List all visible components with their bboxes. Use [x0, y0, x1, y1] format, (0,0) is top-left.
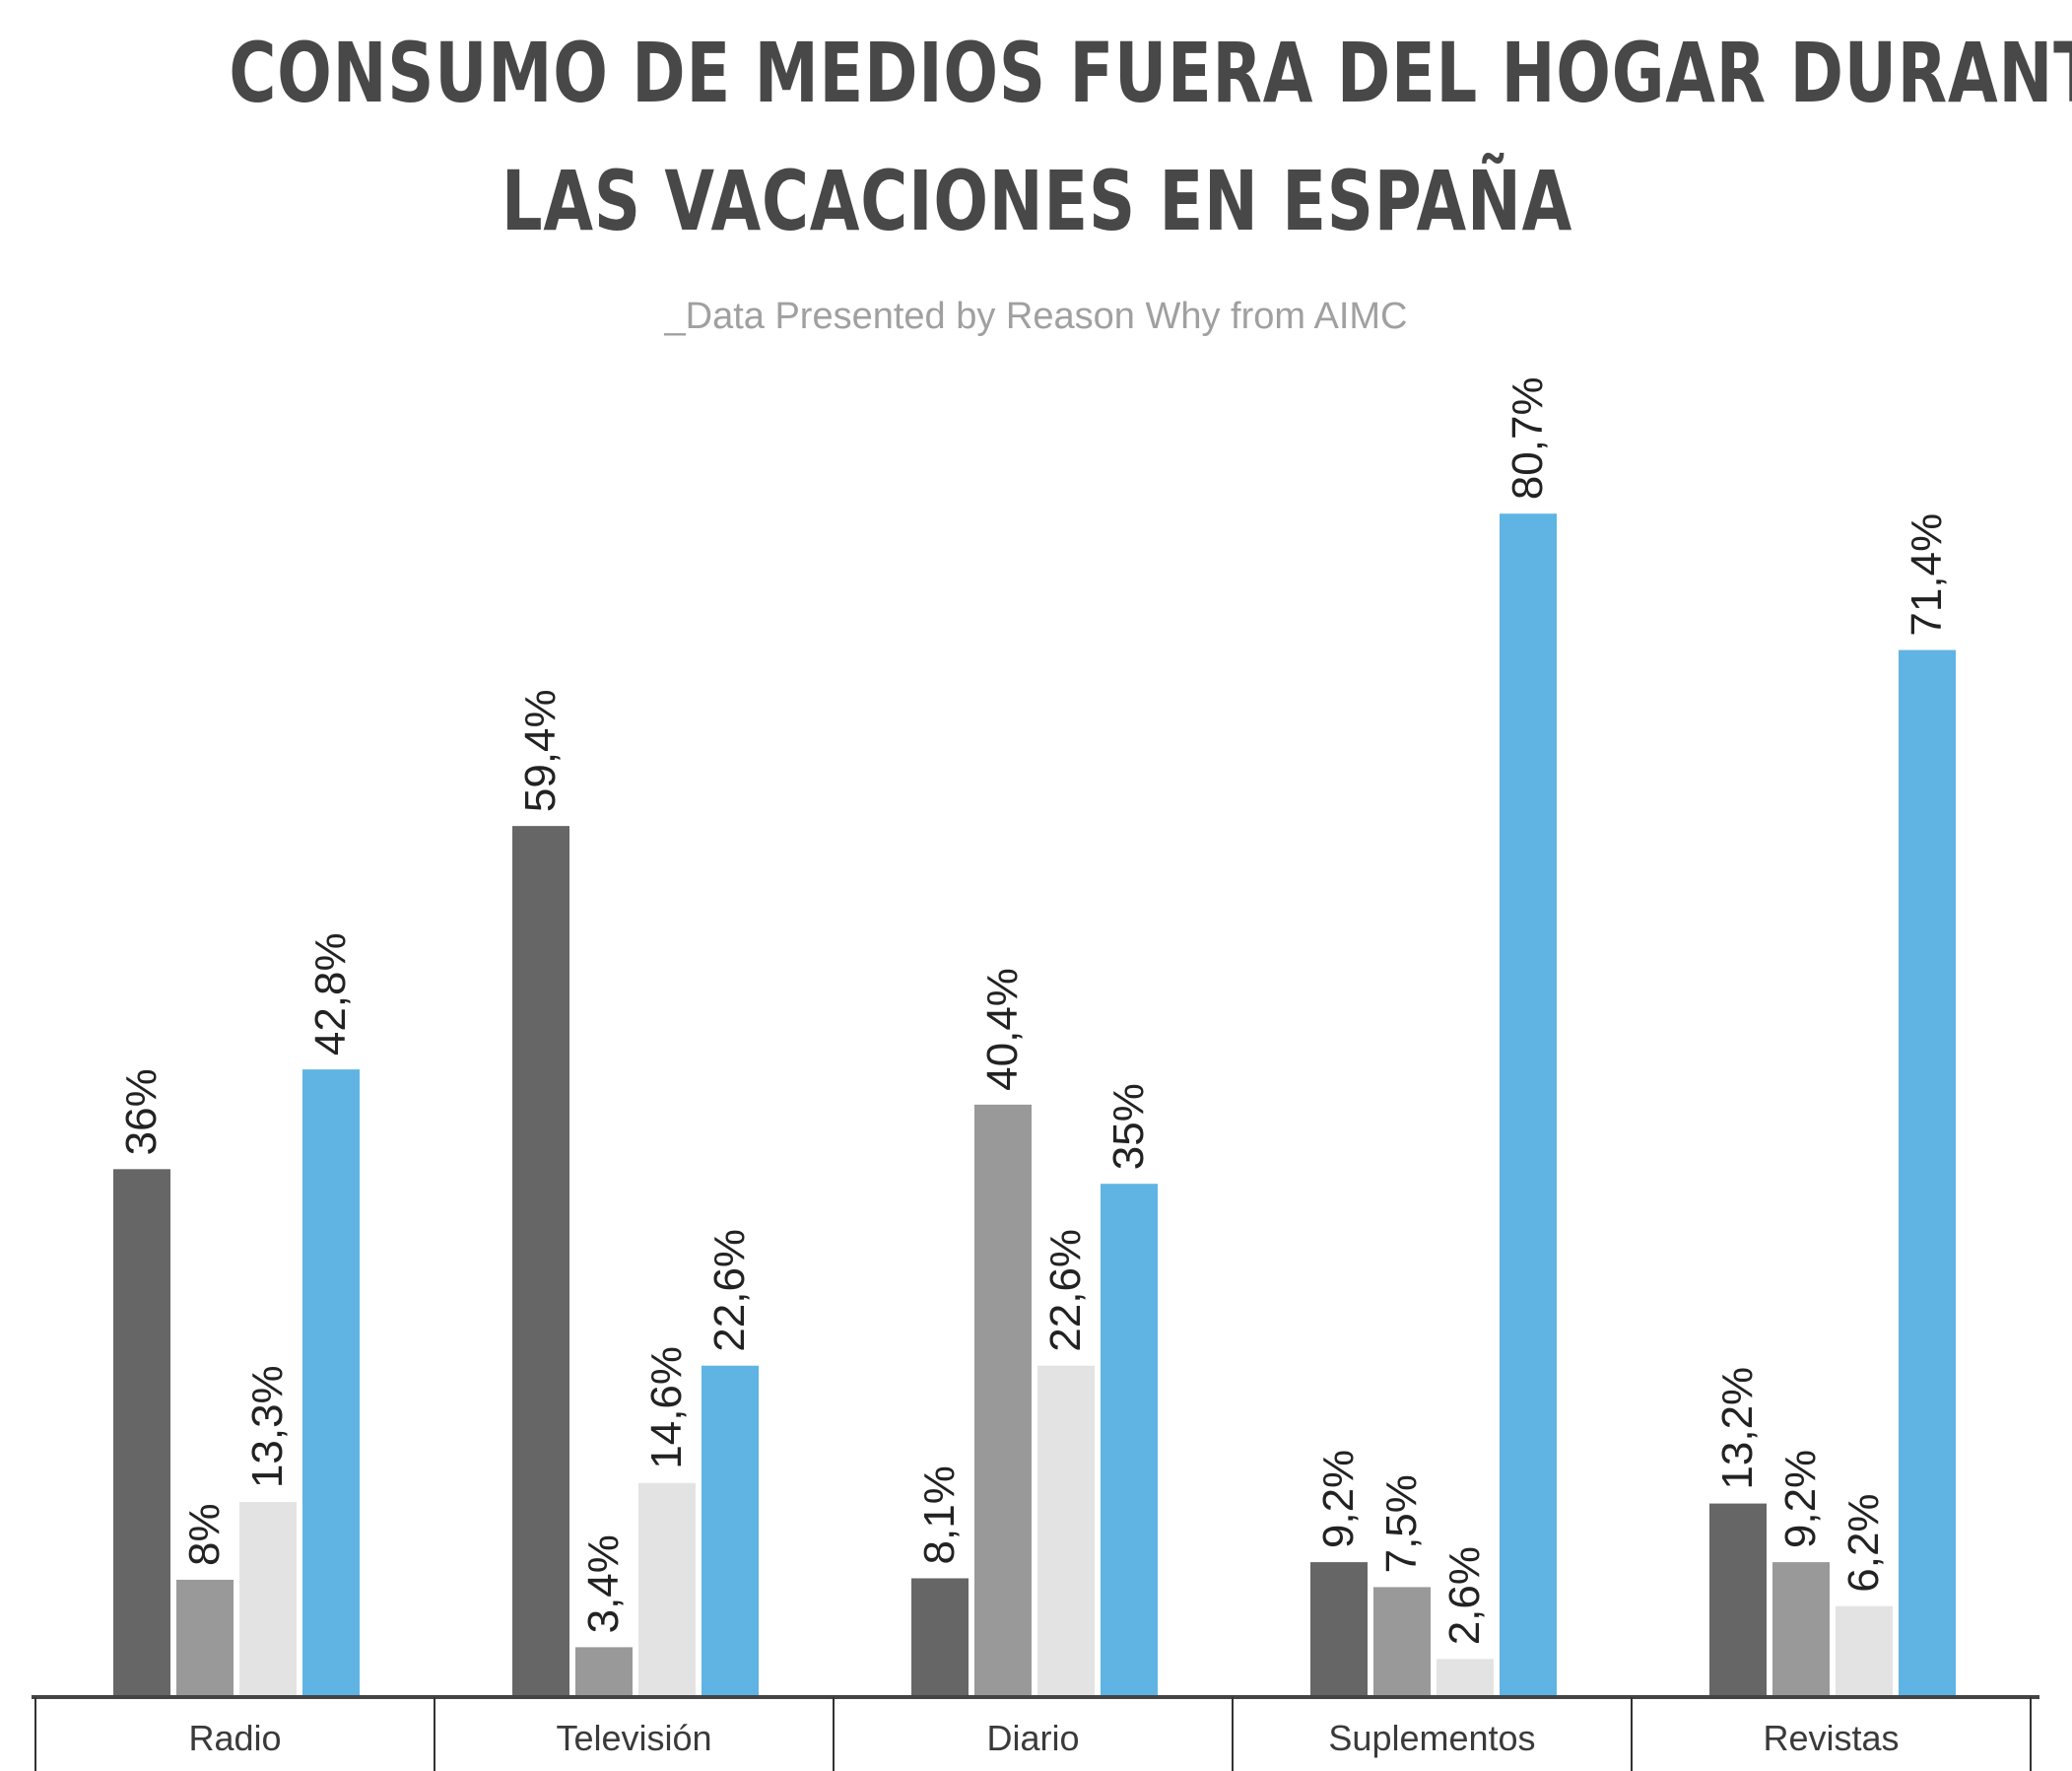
value-label-radio-3: 13,3%: [243, 1365, 292, 1488]
bar-radio-2: [176, 1579, 234, 1697]
bar-suplementos-1: [1310, 1562, 1368, 1697]
bar-revistas-3: [1836, 1605, 1893, 1697]
value-label-revistas-2: 9,2%: [1776, 1450, 1825, 1548]
bar-suplementos-4: [1500, 513, 1557, 1697]
value-label-revistas-3: 6,2%: [1839, 1493, 1888, 1592]
bar-televisión-3: [638, 1482, 696, 1697]
chart-title-line-1: CONSUMO DE MEDIOS FUERA DEL HOGAR DURANT…: [229, 25, 2072, 121]
value-label-televisión-2: 3,4%: [579, 1534, 628, 1633]
value-label-diario-4: 35%: [1104, 1083, 1153, 1170]
value-label-radio-1: 36%: [117, 1068, 166, 1155]
bar-televisión-2: [575, 1647, 633, 1697]
chart-title-line-2: LAS VACACIONES EN ESPAÑA: [501, 153, 1573, 249]
value-label-diario-1: 8,1%: [915, 1465, 964, 1564]
value-label-suplementos-4: 80,7%: [1504, 376, 1552, 500]
value-label-televisión-3: 14,6%: [642, 1346, 691, 1469]
value-label-diario-3: 22,6%: [1041, 1229, 1090, 1352]
value-label-radio-2: 8%: [180, 1503, 229, 1566]
value-label-radio-4: 42,8%: [306, 932, 355, 1056]
bar-radio-3: [239, 1502, 297, 1697]
value-label-televisión-1: 59,4%: [516, 689, 565, 812]
x-tick-label-televisión: Televisión: [556, 1718, 711, 1758]
bar-diario-3: [1037, 1365, 1095, 1697]
value-label-suplementos-1: 9,2%: [1314, 1450, 1363, 1548]
bar-televisión-4: [702, 1365, 759, 1697]
bar-revistas-2: [1772, 1562, 1830, 1697]
chart-subtitle: _Data Presented by Reason Why from AIMC: [664, 296, 1408, 337]
bar-diario-2: [974, 1104, 1032, 1697]
bar-suplementos-3: [1437, 1659, 1494, 1697]
bar-diario-4: [1101, 1184, 1158, 1697]
x-tick-label-diario: Diario: [986, 1718, 1079, 1758]
value-label-revistas-1: 13,2%: [1713, 1367, 1762, 1490]
value-label-suplementos-2: 7,5%: [1377, 1474, 1426, 1573]
bar-radio-4: [302, 1069, 360, 1697]
bar-revistas-1: [1709, 1503, 1767, 1697]
x-tick-label-revistas: Revistas: [1763, 1718, 1899, 1758]
value-label-suplementos-3: 2,6%: [1440, 1546, 1489, 1645]
value-label-diario-2: 40,4%: [978, 968, 1027, 1091]
x-tick-label-radio: Radio: [188, 1718, 281, 1758]
bar-radio-1: [113, 1169, 170, 1697]
bar-televisión-1: [512, 826, 569, 1697]
value-label-televisión-4: 22,6%: [705, 1229, 754, 1352]
bar-revistas-4: [1899, 649, 1956, 1697]
x-tick-label-suplementos: Suplementos: [1328, 1718, 1535, 1758]
bar-suplementos-2: [1373, 1587, 1431, 1697]
bar-diario-1: [911, 1578, 969, 1697]
value-label-revistas-4: 71,4%: [1903, 513, 1951, 637]
